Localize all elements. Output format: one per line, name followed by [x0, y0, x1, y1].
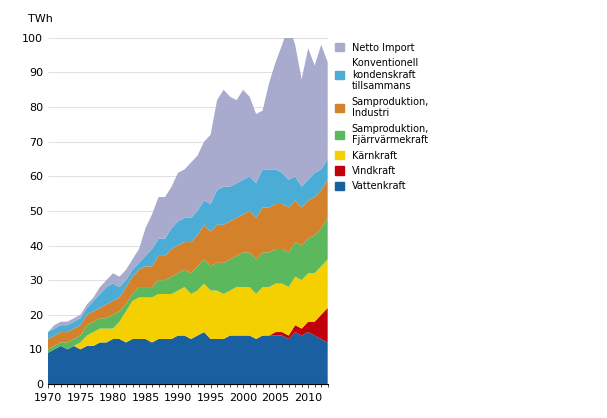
Text: TWh: TWh: [29, 14, 53, 24]
Legend: Netto Import, Konventionell
kondenskraft
tillsammans, Samproduktion,
Industri, S: Netto Import, Konventionell kondenskraft…: [335, 43, 429, 191]
